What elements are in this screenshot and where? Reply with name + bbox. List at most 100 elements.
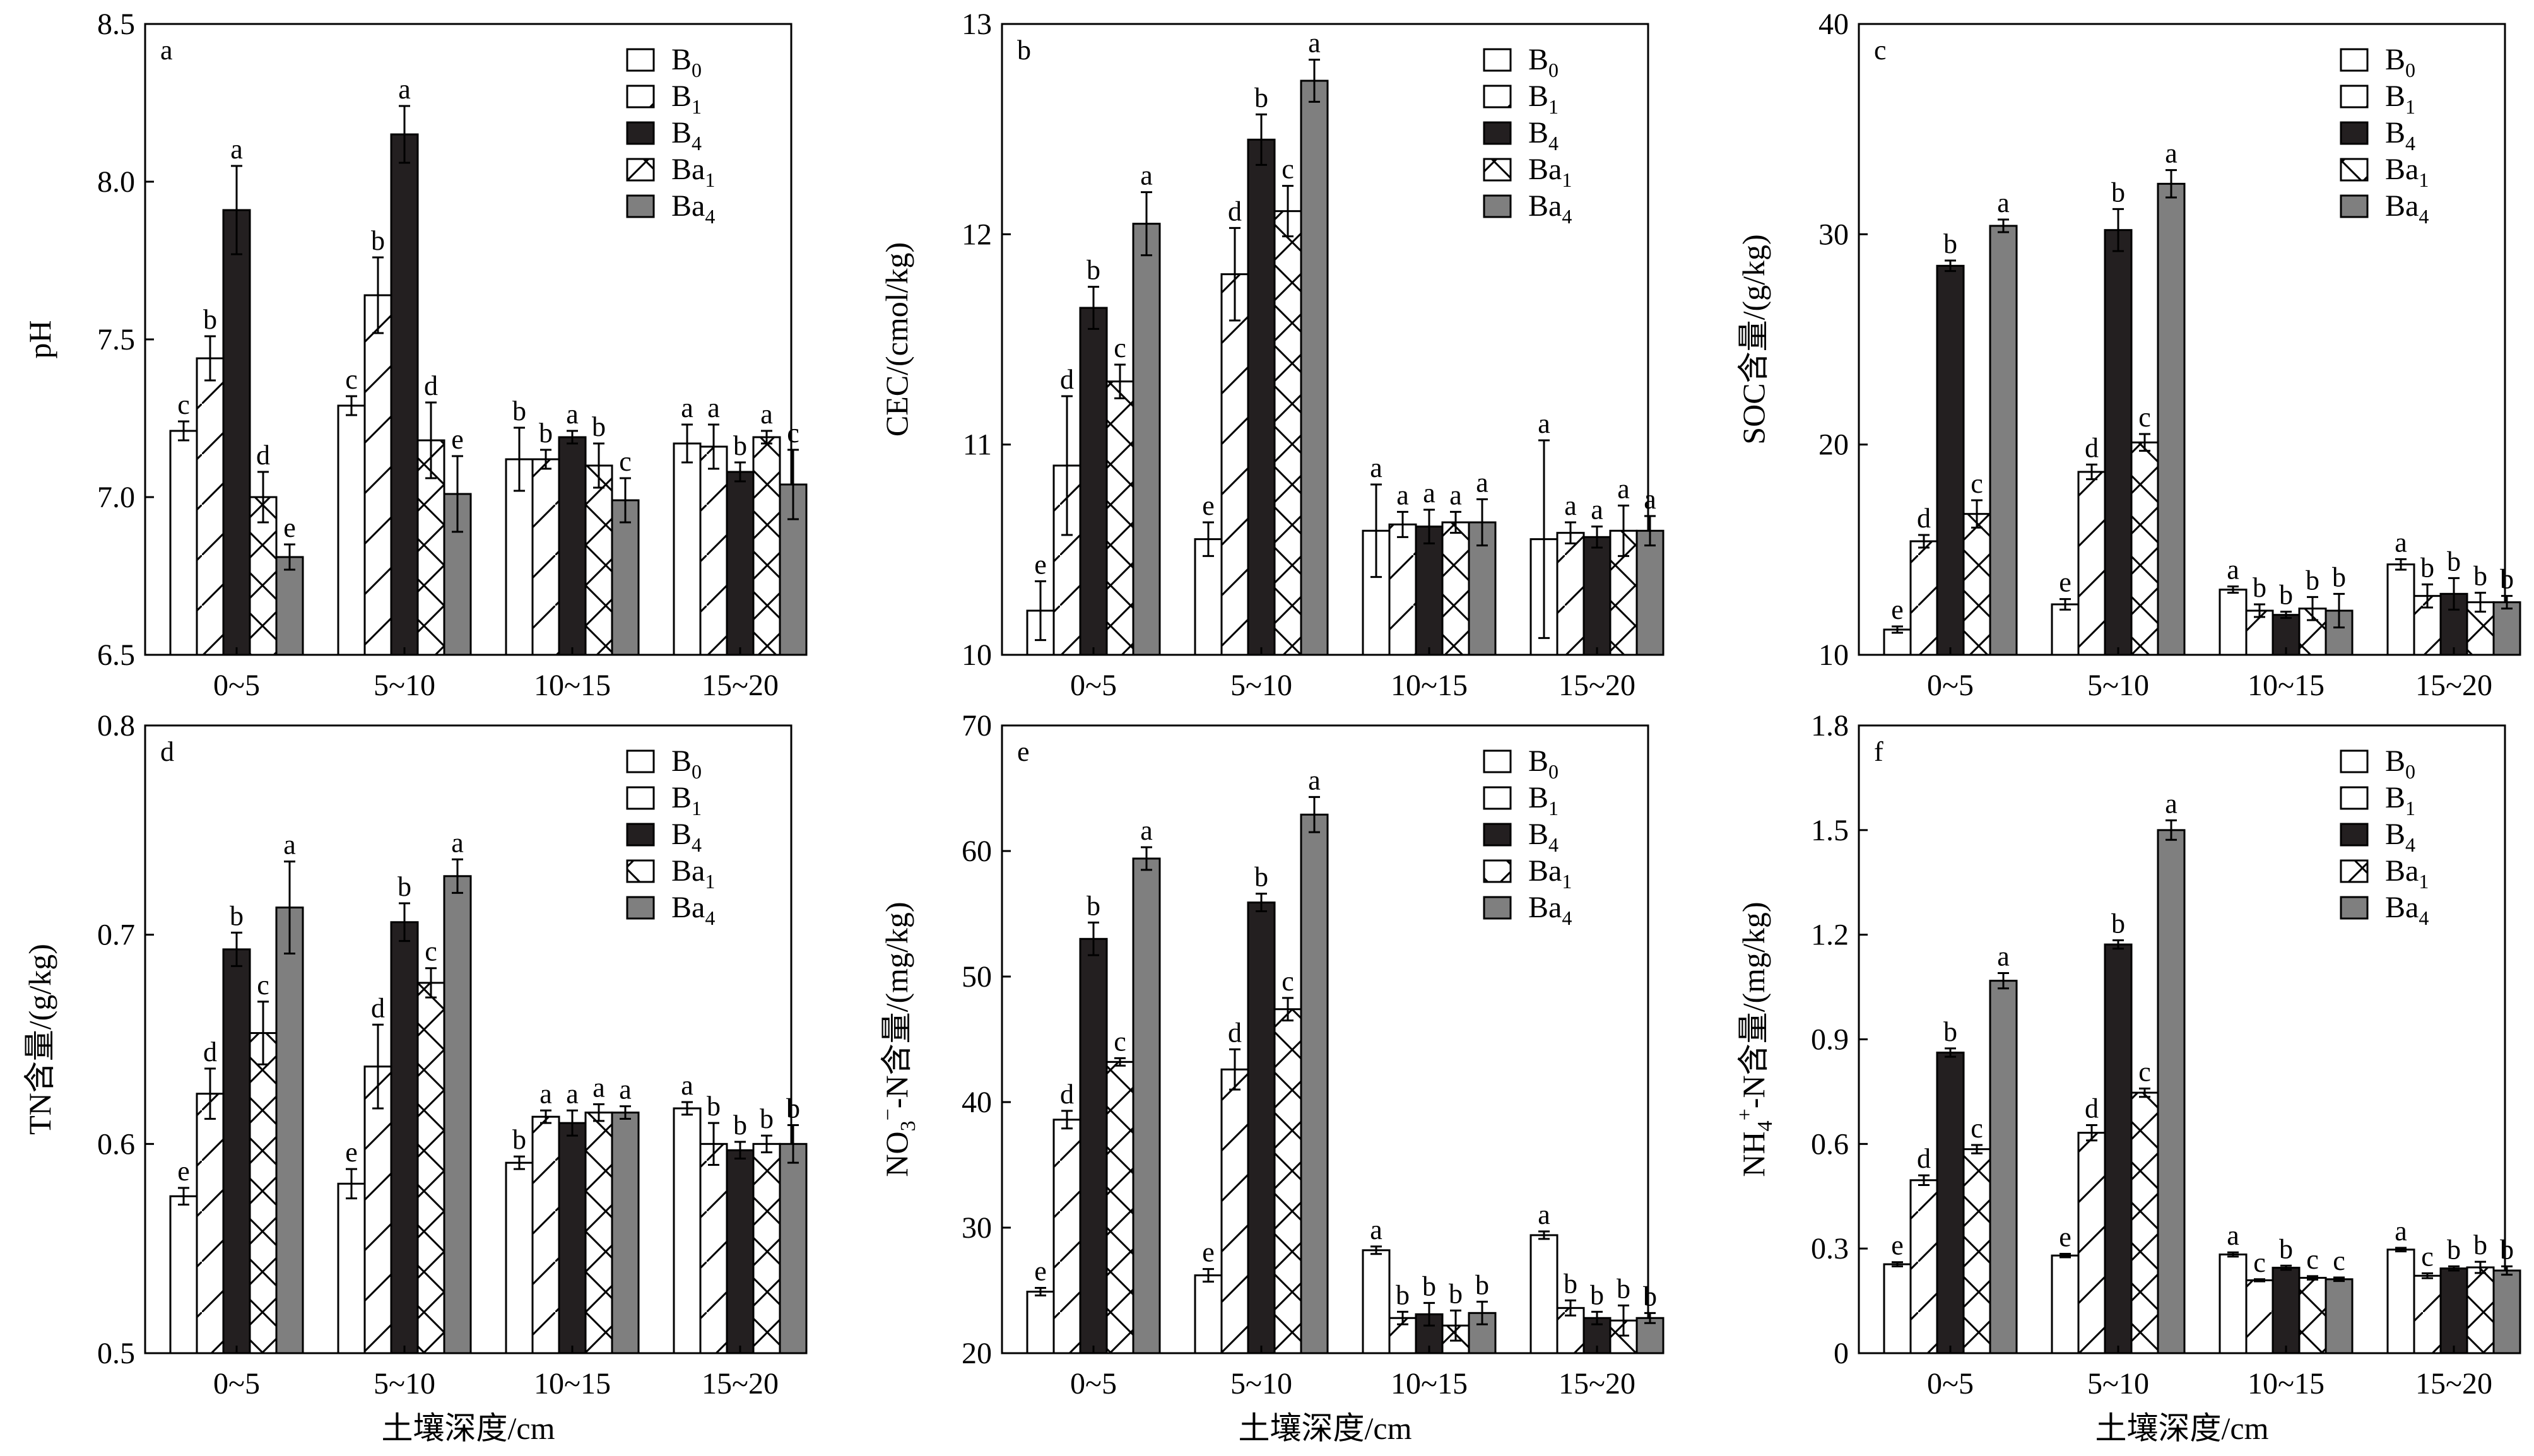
legend-label-sub: 0 (692, 760, 702, 783)
legend-label-base: B (2385, 116, 2405, 150)
significance-label: b (1943, 1016, 1957, 1047)
legend-label-sub: 1 (1562, 168, 1572, 191)
significance-label: a (2395, 1216, 2407, 1247)
y-tick-label: 1.2 (1811, 919, 1849, 952)
significance-label: a (1423, 478, 1435, 508)
bar (1273, 210, 1302, 656)
bar (2077, 471, 2106, 656)
legend-label-base: B (671, 744, 692, 778)
legend-label-base: Ba (2385, 189, 2419, 223)
significance-label: a (566, 399, 579, 430)
y-tick-label: 70 (962, 709, 992, 743)
bar (1415, 525, 1444, 656)
significance-label: c (619, 446, 632, 477)
legend-swatch-b0 (1483, 48, 1512, 72)
legend-swatch-ba1 (626, 859, 655, 883)
significance-label: a (592, 1072, 605, 1103)
significance-label: b (1590, 1279, 1604, 1310)
legend-swatch-ba4 (626, 194, 655, 218)
bar (531, 458, 560, 656)
significance-label: b (2306, 565, 2319, 596)
y-tick-label: 30 (962, 1211, 992, 1245)
legend-swatch-ba4 (2340, 194, 2369, 218)
y-axis-title-sub: 4 (1753, 1120, 1777, 1131)
bar (1132, 223, 1161, 656)
legend-label-base: B (1528, 818, 1548, 851)
bar (1909, 540, 1938, 656)
x-tick-label: 10~15 (1391, 669, 1468, 702)
legend-label-sub: 1 (2405, 797, 2415, 819)
legend-label-sub: 0 (1548, 760, 1559, 783)
bar (2051, 603, 2080, 656)
significance-label: c (1971, 468, 1983, 499)
y-tick-label: 10 (1818, 638, 1849, 672)
bar (1079, 307, 1108, 656)
panel-letter: b (1017, 35, 1031, 66)
significance-label: b (707, 1091, 721, 1122)
significance-label: b (592, 411, 606, 442)
y-tick-label: 1.5 (1811, 814, 1849, 847)
bar (2413, 1274, 2442, 1354)
bar (169, 430, 198, 656)
panel-letter: c (1874, 35, 1887, 66)
legend-swatch-b4 (1483, 121, 1512, 145)
significance-label: c (257, 970, 269, 1001)
significance-label: a (760, 399, 773, 430)
legend-item-ba4: Ba4 (2385, 189, 2429, 228)
bar (699, 445, 728, 656)
y-tick-label: 50 (962, 960, 992, 994)
bar (673, 442, 702, 656)
legend-item-b4: B4 (671, 116, 702, 155)
x-tick-label: 5~10 (2087, 1367, 2149, 1400)
legend-label-base: B (1528, 781, 1548, 814)
legend-item-b4: B4 (671, 818, 702, 856)
bar (2130, 441, 2159, 656)
significance-label: b (1087, 255, 1100, 286)
significance-label: c (2253, 1247, 2266, 1278)
y-tick-label: 8.0 (97, 165, 135, 199)
significance-label: a (1140, 815, 1153, 846)
legend-label-base: B (671, 43, 692, 76)
y-tick-label: 20 (1818, 428, 1849, 462)
legend-swatch-ba4 (1483, 194, 1512, 218)
significance-label: b (539, 418, 553, 449)
bar (1936, 264, 1965, 656)
significance-label: b (1254, 82, 1268, 113)
bar (558, 436, 587, 656)
y-tick-label: 8.5 (97, 8, 135, 41)
significance-label: b (786, 1093, 800, 1124)
legend-item-ba4: Ba4 (1528, 891, 1572, 929)
bar (1026, 1290, 1055, 1354)
legend-label-sub: 1 (692, 95, 702, 118)
significance-label: e (1202, 1237, 1215, 1268)
significance-label: a (1449, 479, 1462, 510)
legend-item-b1: B1 (671, 781, 702, 819)
y-tick-label: 0.6 (1811, 1127, 1849, 1161)
legend-label-base: B (1528, 43, 1548, 76)
x-tick-label: 0~5 (213, 1367, 260, 1400)
significance-label: b (1617, 1273, 1630, 1304)
bar (2325, 1278, 2354, 1354)
bar (1105, 1060, 1134, 1354)
x-tick-label: 5~10 (1230, 669, 1292, 702)
legend-swatch-b1 (626, 786, 655, 810)
significance-label: b (2500, 564, 2514, 595)
bar (196, 1093, 225, 1354)
bar (1989, 980, 2018, 1354)
bar (1635, 529, 1665, 656)
significance-label: c (2421, 1241, 2434, 1272)
significance-label: b (2253, 572, 2266, 603)
bar (1194, 1274, 1223, 1354)
bar (2104, 943, 2133, 1354)
y-tick-label: 0.9 (1811, 1023, 1849, 1057)
y-tick-label: 40 (962, 1086, 992, 1119)
significance-label: a (566, 1078, 579, 1109)
legend-label-sub: 0 (692, 59, 702, 81)
legend-label-base: B (1528, 116, 1548, 150)
legend-item-ba1: Ba1 (2385, 153, 2429, 191)
bar (2051, 1254, 2080, 1354)
y-tick-label: 13 (962, 8, 992, 41)
y-tick-label: 0.3 (1811, 1232, 1849, 1265)
legend-label-sub: 0 (2405, 760, 2415, 783)
x-axis-title: 土壤深度/cm (2095, 1411, 2269, 1446)
